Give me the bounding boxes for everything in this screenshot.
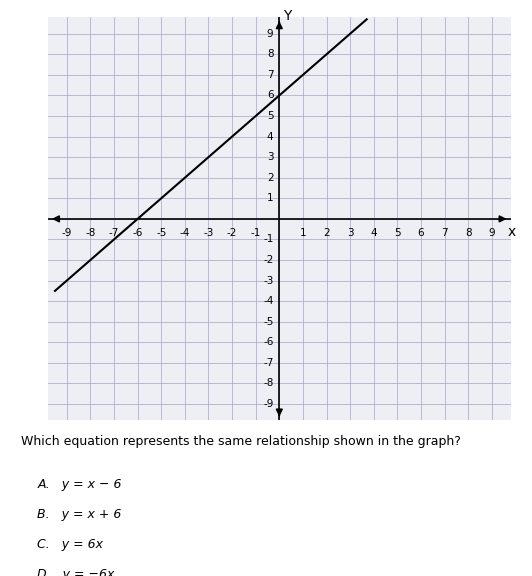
- Text: -8: -8: [263, 378, 273, 388]
- Text: 2: 2: [267, 173, 273, 183]
- Text: 1: 1: [267, 194, 273, 203]
- Text: -5: -5: [156, 228, 167, 238]
- Text: x: x: [508, 225, 516, 239]
- Text: -7: -7: [109, 228, 119, 238]
- Text: -7: -7: [263, 358, 273, 368]
- Text: 3: 3: [347, 228, 353, 238]
- Text: -6: -6: [263, 338, 273, 347]
- Text: -6: -6: [132, 228, 143, 238]
- Text: 7: 7: [441, 228, 448, 238]
- Text: 6: 6: [418, 228, 425, 238]
- Text: -3: -3: [203, 228, 214, 238]
- Text: -4: -4: [263, 296, 273, 306]
- Text: 6: 6: [267, 90, 273, 100]
- Text: 9: 9: [267, 29, 273, 39]
- Text: 1: 1: [300, 228, 306, 238]
- Text: A.   y = x − 6: A. y = x − 6: [37, 478, 122, 491]
- Text: 5: 5: [394, 228, 401, 238]
- Text: 7: 7: [267, 70, 273, 80]
- Text: -9: -9: [62, 228, 72, 238]
- Text: -4: -4: [180, 228, 190, 238]
- Text: 2: 2: [323, 228, 330, 238]
- Text: 5: 5: [267, 111, 273, 121]
- Text: Which equation represents the same relationship shown in the graph?: Which equation represents the same relat…: [21, 435, 461, 448]
- Text: 9: 9: [488, 228, 495, 238]
- Text: -2: -2: [227, 228, 237, 238]
- Text: -9: -9: [263, 399, 273, 409]
- Text: 3: 3: [267, 152, 273, 162]
- Text: -5: -5: [263, 317, 273, 327]
- Text: 4: 4: [267, 131, 273, 142]
- Text: 4: 4: [370, 228, 377, 238]
- Text: 8: 8: [267, 50, 273, 59]
- Text: -8: -8: [85, 228, 96, 238]
- Text: B.   y = x + 6: B. y = x + 6: [37, 508, 122, 521]
- Text: Y: Y: [284, 9, 292, 23]
- Text: C.   y = 6x: C. y = 6x: [37, 538, 103, 551]
- Text: -1: -1: [263, 234, 273, 244]
- Text: D.   y = −6x: D. y = −6x: [37, 568, 114, 576]
- Text: 8: 8: [465, 228, 471, 238]
- Text: -2: -2: [263, 255, 273, 265]
- Text: -3: -3: [263, 275, 273, 286]
- Text: -1: -1: [251, 228, 261, 238]
